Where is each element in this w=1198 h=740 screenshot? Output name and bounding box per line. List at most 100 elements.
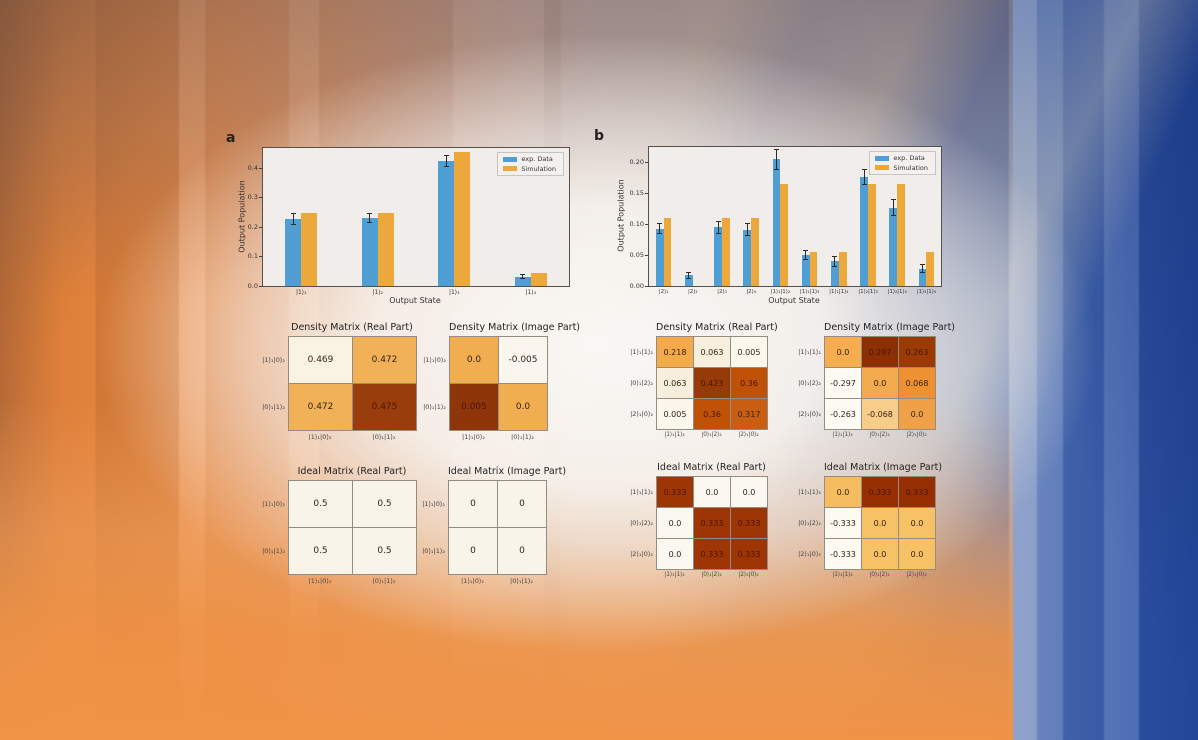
- bar-simulation: [926, 252, 935, 286]
- matrix-row-label: |1⟩₁|0⟩₂: [262, 499, 285, 508]
- matrix-cell: 0.333: [862, 477, 899, 508]
- matrix-cell: -0.333: [825, 508, 862, 539]
- ideal-matrix-imag-b: Ideal Matrix (Image Part) |1⟩₁|1⟩₂ |0⟩₁|2…: [782, 462, 943, 578]
- matrix-col-labels: |1⟩₁|0⟩₂ |0⟩₁|1⟩₂: [448, 577, 547, 585]
- matrix-row-label: |0⟩₁|2⟩₂: [798, 518, 821, 527]
- matrix-grid: 0.469 0.472 0.472 0.475: [288, 336, 417, 431]
- y-tick-label: 0.3: [247, 193, 258, 202]
- x-tick-label: |2⟩₁: [658, 289, 669, 295]
- matrix-col-label: |2⟩₁|0⟩₂: [906, 432, 927, 438]
- matrix-row-label: |0⟩₁|2⟩₂: [630, 378, 653, 387]
- matrix-col-label: |0⟩₁|2⟩₂: [869, 432, 890, 438]
- matrix-cell: 0.0: [825, 477, 862, 508]
- density-matrix-imag-b: Density Matrix (Image Part) |1⟩₁|1⟩₂ |0⟩₁…: [782, 322, 955, 438]
- y-tick-label: 0.05: [629, 250, 644, 259]
- error-bar: [892, 199, 894, 216]
- legend-label: Simulation: [521, 164, 556, 173]
- y-tick-mark: [259, 256, 263, 258]
- error-bar-cap: [367, 212, 373, 214]
- matrix-cell: 0.333: [731, 539, 768, 570]
- legend-label: exp. Data: [521, 155, 553, 163]
- matrix-row-label: |0⟩₁|2⟩₂: [798, 378, 821, 387]
- matrix-title: Ideal Matrix (Image Part): [824, 462, 943, 473]
- matrix-cell: 0.0: [862, 539, 899, 570]
- matrix-row-labels: |1⟩₁|0⟩₂ |0⟩₁|1⟩₂: [406, 480, 448, 575]
- y-axis-label: Output Population: [616, 179, 626, 252]
- matrix-row-labels: |1⟩₁|1⟩₂ |0⟩₁|2⟩₂ |2⟩₁|0⟩₂: [614, 336, 656, 430]
- matrix-row-labels: |1⟩₁|0⟩₂ |0⟩₁|1⟩₂: [246, 480, 288, 575]
- matrix-cell: 0.005: [450, 384, 499, 431]
- bar-simulation: [868, 184, 876, 286]
- matrix-cell: 0: [498, 481, 547, 528]
- error-bar-cap: [715, 220, 721, 222]
- matrix-cell: 0.063: [694, 337, 731, 368]
- error-bar-cap: [890, 215, 896, 217]
- error-bar-cap: [803, 258, 809, 260]
- legend-entry: exp. Data: [875, 155, 928, 162]
- bar-exp-data: [743, 229, 752, 286]
- y-tick-label: 0.15: [629, 188, 644, 197]
- error-bar-cap: [657, 232, 663, 234]
- matrix-col-label: |0⟩₁|2⟩₂: [701, 572, 722, 578]
- legend-label: Simulation: [893, 163, 928, 172]
- y-tick-mark: [259, 197, 263, 199]
- bar-simulation: [809, 252, 818, 286]
- legend-entry: exp. Data: [503, 156, 556, 163]
- chart-legend: exp. Data Simulation: [497, 152, 564, 176]
- error-bar: [292, 213, 294, 225]
- density-matrix-real-b: Density Matrix (Real Part) |1⟩₁|1⟩₂ |0⟩₁|…: [614, 322, 778, 438]
- matrix-grid: 0.0 -0.005 0.005 0.0: [449, 336, 548, 431]
- bar-exp-data: [889, 207, 898, 286]
- bar-simulation: [838, 252, 847, 286]
- error-bar: [659, 223, 661, 234]
- matrix-row-label: |1⟩₁|1⟩₂: [798, 347, 821, 356]
- matrix-col-labels: |1⟩₁|1⟩₂ |0⟩₁|2⟩₂ |2⟩₁|0⟩₂: [824, 432, 936, 438]
- error-bar-cap: [715, 232, 721, 234]
- y-tick-mark: [645, 161, 649, 163]
- bar-exp-data: [830, 261, 839, 286]
- bar-exp-data: [655, 228, 664, 286]
- bar-exp-data: [285, 219, 302, 286]
- matrix-cell: 0.263: [899, 337, 936, 368]
- error-bar-cap: [686, 271, 692, 273]
- bar-exp-data: [801, 255, 810, 286]
- bar-simulation: [454, 152, 471, 286]
- error-bar: [775, 149, 777, 170]
- matrix-col-labels: |1⟩₁|1⟩₂ |0⟩₁|2⟩₂ |2⟩₁|0⟩₂: [824, 572, 936, 578]
- matrix-col-label: |0⟩₁|1⟩₂: [510, 577, 533, 585]
- x-tick-label: |1⟩₂: [372, 289, 384, 296]
- error-bar: [834, 256, 836, 267]
- matrix-cell: 0.5: [289, 528, 353, 575]
- x-axis-label: Output State: [768, 296, 820, 305]
- y-tick-mark: [645, 285, 649, 287]
- matrix-row-label: |2⟩₁|0⟩₂: [630, 549, 653, 558]
- bar-exp-data: [684, 275, 693, 286]
- error-bar: [445, 155, 447, 167]
- matrix-row-labels: |1⟩₁|1⟩₂ |0⟩₁|2⟩₂ |2⟩₁|0⟩₂: [782, 476, 824, 570]
- legend-swatch: [503, 166, 518, 172]
- density-matrix-imag-a: Density Matrix (Image Part) |1⟩₁|0⟩₂ |0⟩₁…: [407, 322, 580, 441]
- matrix-col-label: |1⟩₁|0⟩₂: [462, 433, 485, 441]
- matrix-col-label: |1⟩₁|0⟩₂: [308, 433, 332, 441]
- matrix-col-label: |1⟩₁|0⟩₂: [308, 577, 332, 585]
- bar-exp-data: [918, 268, 927, 286]
- error-bar-cap: [686, 278, 692, 280]
- matrix-row-label: |0⟩₁|1⟩₂: [262, 402, 285, 411]
- matrix-cell: -0.297: [825, 368, 862, 399]
- matrix-row-labels: |1⟩₁|0⟩₂ |0⟩₁|1⟩₂: [407, 336, 449, 431]
- error-bar-cap: [861, 168, 867, 170]
- matrix-cell: 0.0: [499, 384, 548, 431]
- matrix-col-labels: |1⟩₁|0⟩₂ |0⟩₁|1⟩₂: [449, 433, 548, 441]
- matrix-col-label: |0⟩₁|1⟩₂: [372, 433, 396, 441]
- matrix-row-label: |0⟩₁|1⟩₂: [423, 402, 446, 411]
- x-tick-label: |2⟩₄: [746, 289, 757, 295]
- plot-area: 0.00 0.05 0.10 0.15 0.20 |2⟩₁ |2⟩₂ |2⟩₃ |2⟩₄ |1⟩₁…: [630, 146, 942, 295]
- bar-exp-data: [514, 276, 531, 286]
- error-bar: [688, 272, 690, 279]
- bar-exp-data: [714, 227, 722, 286]
- error-bar-cap: [803, 250, 809, 252]
- y-tick-mark: [259, 226, 263, 228]
- plot-area: 0.0 0.1 0.2 0.3 0.4 |1⟩₁ |1⟩₂ |1⟩₃ |1⟩₄ exp. Data…: [248, 147, 570, 296]
- bar-simulation: [780, 184, 789, 286]
- error-bar-cap: [832, 265, 838, 267]
